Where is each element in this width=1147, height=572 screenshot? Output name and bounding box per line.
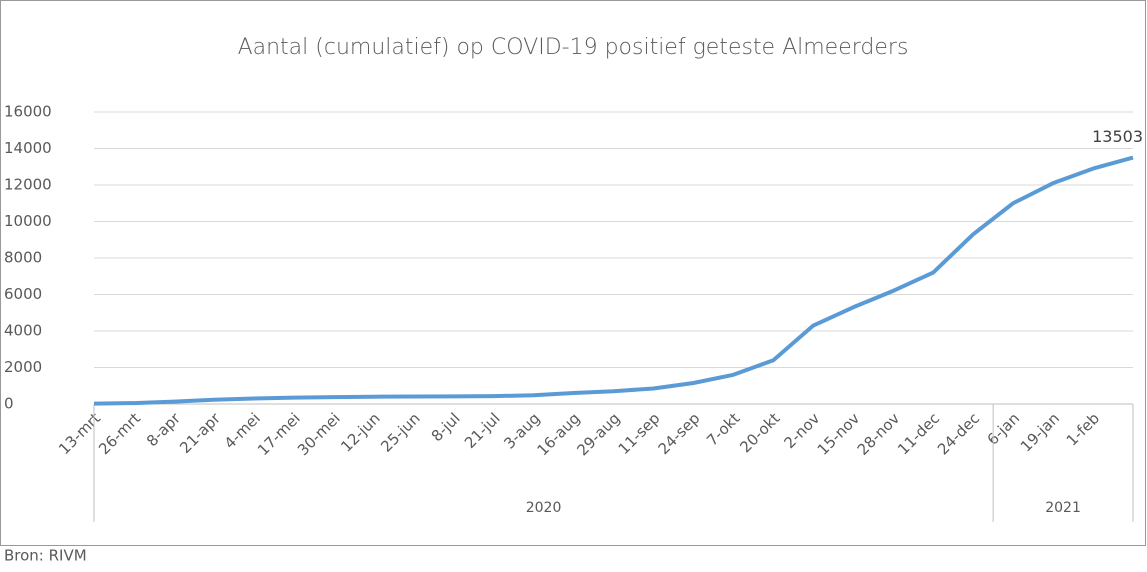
y-tick-label: 6000	[4, 285, 42, 303]
y-tick-label: 10000	[4, 212, 52, 230]
source: Bron: RIVM	[4, 547, 87, 565]
y-tick-label: 0	[4, 395, 14, 413]
y-tick-label: 4000	[4, 322, 42, 340]
data-label: 13503	[1092, 127, 1143, 146]
y-tick-label: 12000	[4, 176, 52, 194]
chart-border	[0, 0, 1146, 546]
y-tick-label: 2000	[4, 358, 42, 376]
line	[93, 155, 1134, 406]
chart-title: Aantal (cumulatief) op COVID-19 positief…	[238, 35, 909, 60]
y-tick-label: 8000	[4, 249, 42, 267]
y-tick-label: 14000	[4, 139, 52, 157]
group-label: 2020	[526, 500, 562, 516]
group-label: 2021	[1045, 500, 1081, 516]
y-tick-label: 16000	[4, 103, 52, 121]
